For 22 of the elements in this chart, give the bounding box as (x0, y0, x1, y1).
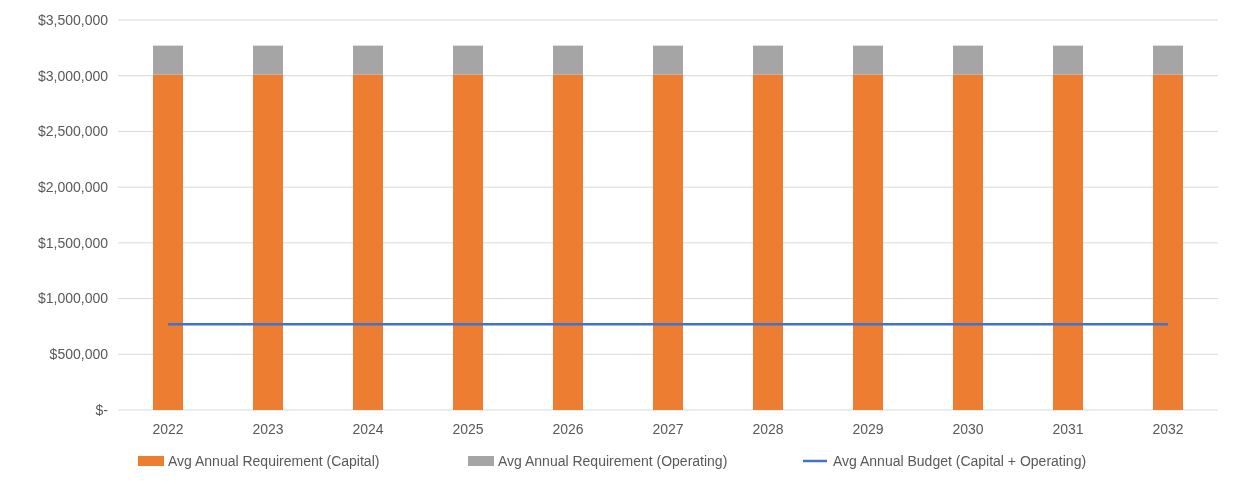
x-tick-label: 2028 (752, 421, 784, 437)
x-tick-label: 2027 (652, 421, 684, 437)
y-tick-label: $500,000 (49, 346, 109, 363)
x-tick-label: 2023 (252, 421, 284, 437)
y-tick-label: $2,000,000 (37, 179, 109, 196)
y-tick-label: $- (95, 401, 109, 418)
y-tick-label: $1,500,000 (37, 234, 109, 251)
x-tick-label: 2030 (952, 421, 984, 437)
x-tick-label: 2022 (152, 421, 184, 437)
y-tick-label: $1,000,000 (37, 290, 109, 307)
x-tick-label: 2029 (852, 421, 884, 437)
legend-label: Avg Annual Requirement (Capital) (168, 452, 380, 469)
x-tick-label: 2026 (552, 421, 584, 437)
y-tick-label: $3,500,000 (37, 11, 109, 28)
y-tick-label: $2,500,000 (37, 123, 109, 140)
x-tick-label: 2032 (1152, 421, 1184, 437)
x-tick-label: 2031 (1052, 421, 1084, 437)
y-tick-label: $3,000,000 (37, 67, 109, 84)
legend-label: Avg Annual Budget (Capital + Operating) (833, 452, 1087, 469)
x-tick-label: 2025 (452, 421, 484, 437)
legend-label: Avg Annual Requirement (Operating) (498, 452, 728, 469)
x-tick-label: 2024 (352, 421, 384, 437)
